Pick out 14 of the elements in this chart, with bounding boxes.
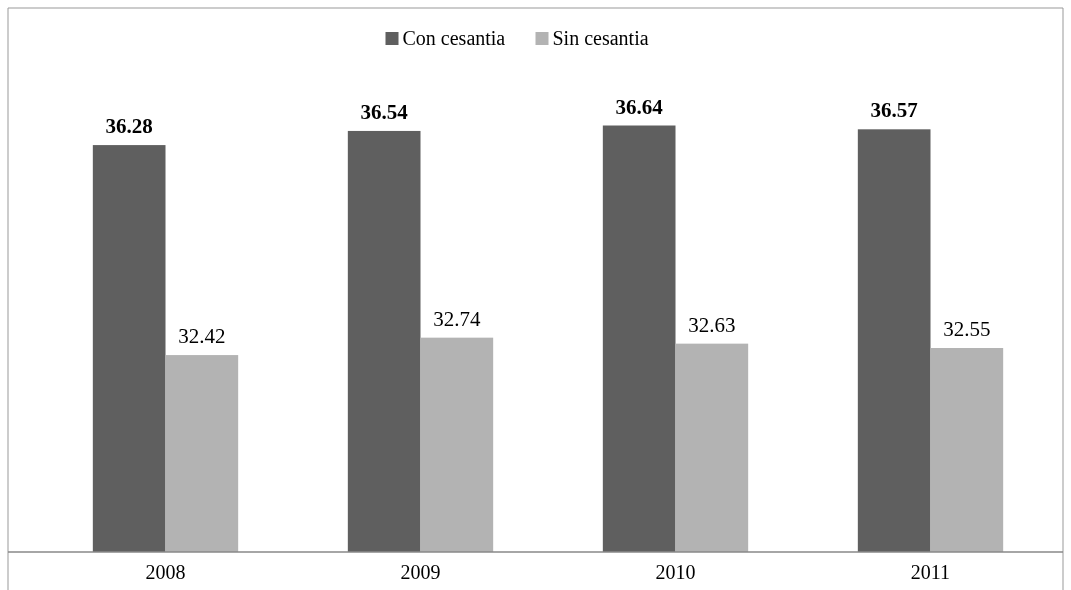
x-tick-label: 2011 (910, 561, 951, 583)
data-label: 36.57 (870, 98, 918, 123)
legend-label: Con cesantia (402, 27, 506, 49)
data-label: 32.74 (433, 306, 481, 331)
x-tick-label: 2009 (400, 561, 441, 583)
data-label: 36.28 (105, 114, 153, 139)
x-tick-label: 2008 (145, 561, 186, 583)
x-tick-label: 2010 (655, 561, 696, 583)
data-label: 36.64 (615, 94, 664, 119)
data-label: 32.42 (178, 324, 226, 349)
data-label: 32.63 (688, 312, 736, 337)
data-label: 32.55 (943, 317, 991, 341)
legend-label: Sin cesantia (552, 27, 649, 49)
data-label: 36.54 (360, 99, 409, 124)
